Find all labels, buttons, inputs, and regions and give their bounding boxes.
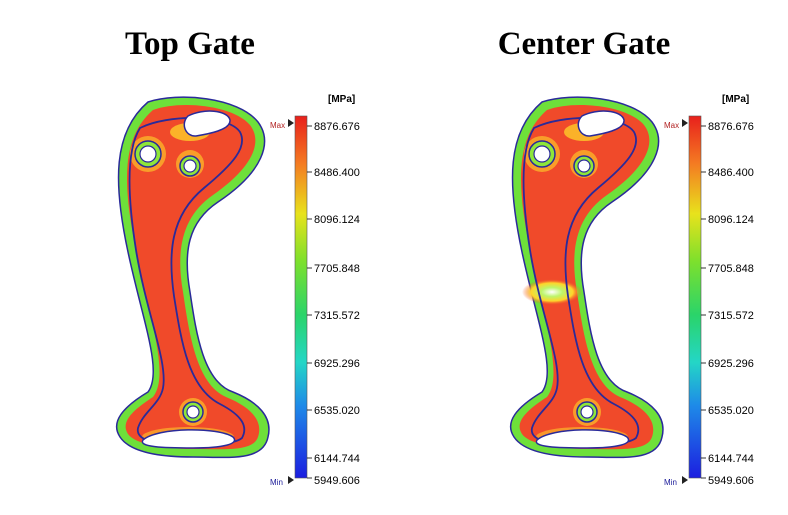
legend-min-label: Min [270,478,283,487]
tick-label: 5949.606 [708,475,754,487]
part-stress-plot [509,96,664,459]
part-stress-plot [115,96,270,459]
tick-label: 8876.676 [314,121,360,133]
color-scale-legend: [MPa] Max Min 8876.676 8486.400 8096.124… [270,94,360,487]
max-marker-icon [288,119,294,127]
legend-ticks: 8876.676 8486.400 8096.124 7705.848 7315… [307,121,360,487]
tick-label: 8096.124 [314,214,360,226]
color-scale-legend: [MPa] Max Min 8876.676 8486.400 8096.124… [664,94,754,487]
tick-label: 6535.020 [314,405,360,417]
legend-unit: [MPa] [722,94,749,105]
top-slot [183,110,231,137]
tick-label: 8486.400 [314,167,360,179]
bottom-slot [141,429,236,449]
tick-label: 7705.848 [314,263,360,275]
min-marker-icon [682,476,688,484]
tick-label: 7315.572 [314,310,360,322]
tick-label: 6144.744 [314,453,360,465]
legend-unit: [MPa] [328,94,355,105]
legend-max-label: Max [664,121,679,130]
color-bar [688,115,702,479]
panel-top-gate: Top Gate [MPa] Max Min 8876.6 [115,26,360,487]
contour-line [128,117,246,446]
tick-label: 8486.400 [708,167,754,179]
max-marker-icon [682,119,688,127]
gate-weld-zone [522,279,582,305]
contour-line [522,117,640,446]
tick-label: 6535.020 [708,405,754,417]
min-marker-icon [288,476,294,484]
tick-label: 7315.572 [708,310,754,322]
panel-title: Center Gate [497,26,671,62]
tick-label: 5949.606 [314,475,360,487]
bottom-slot [535,429,630,449]
part-high-stress-zone [125,105,260,450]
tick-label: 7705.848 [708,263,754,275]
part-high-stress-zone [519,105,654,450]
color-bar [294,115,308,479]
legend-min-label: Min [664,478,677,487]
tick-label: 8096.124 [708,214,754,226]
tick-label: 6925.296 [708,358,754,370]
panel-center-gate: Center Gate [MPa] Max Min 8876.676 8486.… [394,0,788,515]
top-slot [577,110,625,137]
panel-title: Top Gate [125,26,255,62]
legend-max-label: Max [270,121,285,130]
tick-label: 6144.744 [708,453,754,465]
tick-label: 6925.296 [314,358,360,370]
tick-label: 8876.676 [708,121,754,133]
legend-ticks: 8876.676 8486.400 8096.124 7705.848 7315… [701,121,754,487]
